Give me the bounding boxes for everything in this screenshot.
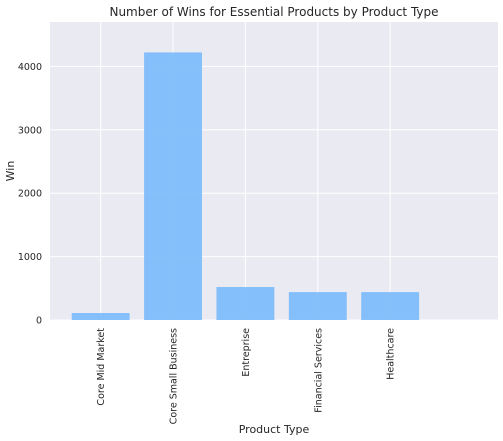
bar-4 — [361, 292, 420, 320]
x-tick-label-4: Healthcare — [386, 328, 397, 380]
y-tick-label-4: 4000 — [18, 62, 42, 73]
y-tick-label-2: 2000 — [18, 189, 42, 200]
y-tick-label-3: 3000 — [18, 125, 42, 136]
x-tick-label-1: Core Small Business — [169, 328, 180, 424]
chart-title: Number of Wins for Essential Products by… — [109, 5, 438, 19]
x-tick-label-0: Core Mid Market — [96, 328, 107, 406]
bar-0 — [71, 313, 130, 320]
y-axis-label: Win — [4, 161, 17, 182]
plot-area — [50, 22, 498, 320]
x-axis-ticks: Core Mid Market Core Small Business Entrep… — [96, 328, 396, 425]
bars — [71, 52, 420, 320]
bar-1 — [144, 52, 202, 320]
y-tick-label-1: 1000 — [18, 252, 42, 263]
bar-2 — [216, 287, 275, 320]
x-axis-label: Product Type — [239, 423, 310, 436]
x-tick-label-3: Financial Services — [313, 328, 324, 413]
bar-3 — [288, 292, 347, 320]
y-tick-label-0: 0 — [36, 316, 42, 327]
x-tick-label-2: Entreprise — [241, 328, 252, 377]
y-axis-ticks: 0 1000 2000 3000 4000 — [18, 62, 42, 327]
